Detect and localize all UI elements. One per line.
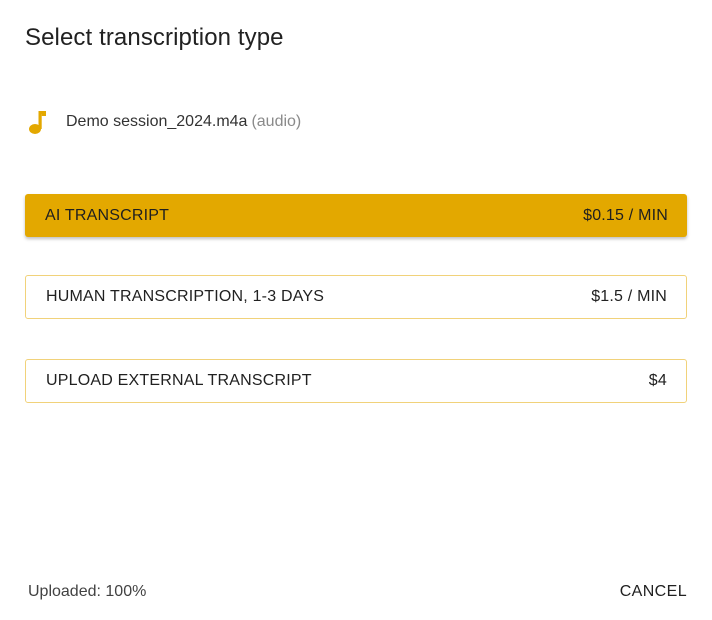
cancel-button[interactable]: CANCEL (619, 583, 687, 600)
file-info: Demo session_2024.m4a (audio) (28, 108, 301, 136)
dialog-title: Select transcription type (25, 24, 284, 51)
music-note-icon (28, 109, 50, 135)
option-label: HUMAN TRANSCRIPTION, 1-3 DAYS (46, 288, 325, 305)
file-name: Demo session_2024.m4a (66, 113, 248, 130)
option-human-transcription[interactable]: HUMAN TRANSCRIPTION, 1-3 DAYS $1.5 / MIN (25, 275, 687, 319)
upload-status: Uploaded: 100% (28, 583, 147, 600)
option-label: UPLOAD EXTERNAL TRANSCRIPT (46, 372, 312, 389)
option-price: $4 (648, 372, 667, 389)
option-ai-transcript[interactable]: AI TRANSCRIPT $0.15 / MIN (25, 194, 687, 237)
option-price: $0.15 / MIN (583, 206, 668, 224)
file-type: (audio) (251, 113, 302, 130)
option-label: AI TRANSCRIPT (45, 206, 170, 224)
option-price: $1.5 / MIN (591, 288, 667, 305)
option-upload-external-transcript[interactable]: UPLOAD EXTERNAL TRANSCRIPT $4 (25, 359, 687, 403)
